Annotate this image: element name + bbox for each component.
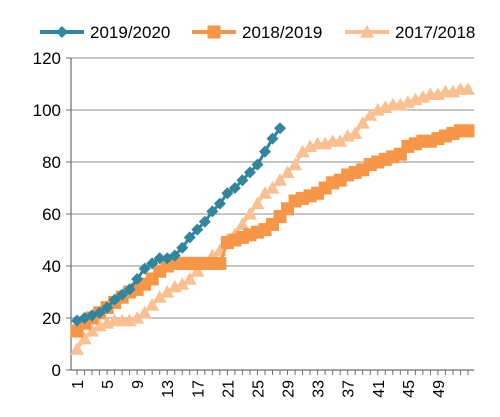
y-tick-label: 100 <box>33 101 61 120</box>
data-point <box>213 197 226 210</box>
data-point <box>70 342 84 355</box>
data-point <box>258 145 271 158</box>
data-point <box>56 26 68 38</box>
data-point <box>242 207 257 220</box>
data-point <box>160 285 175 298</box>
data-point <box>228 182 241 194</box>
x-tick-label: 1 <box>70 380 87 389</box>
data-point <box>146 257 159 270</box>
data-point <box>198 215 211 228</box>
data-point <box>77 331 92 345</box>
data-point <box>153 252 166 265</box>
y-tick-label: 0 <box>52 361 61 380</box>
data-point <box>207 25 221 39</box>
data-point <box>461 82 475 95</box>
y-tick-label: 80 <box>42 153 61 172</box>
series-2018-2019 <box>70 124 475 338</box>
data-point <box>213 256 227 270</box>
x-tick-label: 49 <box>431 380 448 398</box>
data-point <box>182 272 197 285</box>
x-tick-label: 25 <box>250 380 267 398</box>
data-point <box>274 122 287 135</box>
data-point <box>131 273 144 285</box>
data-point <box>348 126 363 139</box>
legend: 2019/2020 2018/2019 2017/2018 <box>40 23 475 42</box>
x-tick-label: 9 <box>130 380 147 389</box>
x-tick-label: 29 <box>281 380 298 398</box>
data-point <box>145 298 160 311</box>
data-point <box>123 283 136 296</box>
x-tick-label: 45 <box>401 380 418 398</box>
legend-label: 2019/2020 <box>90 23 170 42</box>
y-axis: 0 20 40 60 80 100 120 <box>33 49 72 380</box>
data-point <box>101 301 114 314</box>
data-point <box>250 196 265 210</box>
data-point <box>176 241 189 254</box>
data-point <box>175 277 190 290</box>
data-point <box>266 132 279 145</box>
y-tick-label: 20 <box>42 309 61 328</box>
x-tick-label: 41 <box>371 380 388 398</box>
series-line <box>76 127 282 323</box>
data-point <box>243 166 256 179</box>
data-point <box>93 306 106 319</box>
data-point <box>137 305 152 319</box>
data-point <box>116 288 129 301</box>
data-point <box>130 311 145 324</box>
data-point <box>190 264 205 277</box>
gridlines <box>71 57 474 319</box>
x-tick-label: 33 <box>311 380 328 398</box>
data-point <box>273 173 288 186</box>
legend-item: 2017/2018 <box>345 23 475 42</box>
data-point <box>333 134 348 147</box>
data-point <box>138 262 151 275</box>
data-point <box>288 157 303 171</box>
data-point <box>108 293 121 306</box>
data-point <box>236 174 249 187</box>
data-point <box>355 116 370 129</box>
legend-item: 2018/2019 <box>192 23 322 42</box>
data-point <box>265 181 280 194</box>
data-point <box>295 144 310 158</box>
series-2017-2018 <box>70 82 475 355</box>
data-point <box>280 165 295 178</box>
x-tick-label: 5 <box>100 380 117 389</box>
x-tick-label: 13 <box>160 380 177 398</box>
series-lines <box>70 82 475 355</box>
x-tick-label: 37 <box>341 380 358 398</box>
legend-label: 2018/2019 <box>242 23 322 42</box>
data-point <box>85 324 100 337</box>
data-point <box>461 124 475 138</box>
y-tick-label: 60 <box>42 205 61 224</box>
x-tick-label: 21 <box>220 380 237 398</box>
data-point <box>360 25 374 38</box>
data-point <box>235 217 250 230</box>
data-point <box>206 205 219 218</box>
data-point <box>161 252 174 265</box>
data-point <box>257 186 272 199</box>
y-tick-label: 40 <box>42 257 61 276</box>
data-point <box>191 223 204 236</box>
series-2019-2020 <box>71 122 287 327</box>
y-tick-label: 120 <box>33 49 61 68</box>
data-point <box>183 231 196 244</box>
legend-item: 2019/2020 <box>40 23 170 42</box>
data-point <box>221 187 234 200</box>
data-point <box>363 108 378 121</box>
x-tick-label: 17 <box>190 380 207 398</box>
x-axis: 1 5 9 13 17 21 25 29 33 37 41 45 49 <box>70 369 474 398</box>
data-point <box>251 158 264 171</box>
legend-label: 2017/2018 <box>395 23 475 42</box>
data-point <box>152 290 167 303</box>
data-point <box>168 249 181 262</box>
